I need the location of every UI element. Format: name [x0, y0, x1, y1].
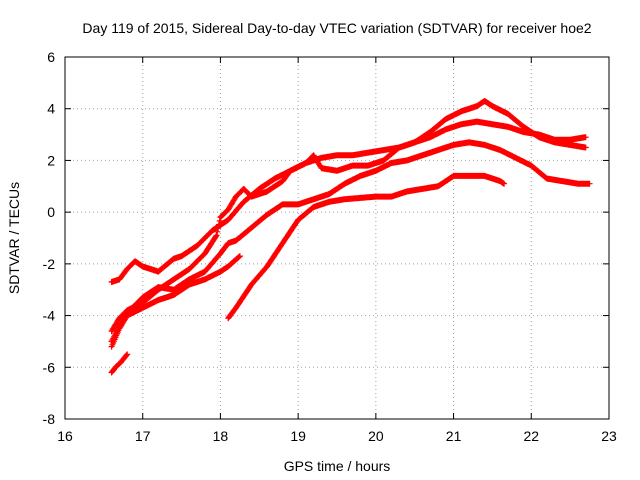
- x-tick-label: 20: [368, 428, 384, 444]
- y-tick-label: 2: [47, 152, 55, 168]
- series-track-5: [225, 172, 508, 322]
- x-tick-label: 16: [57, 428, 73, 444]
- x-tick-label: 21: [446, 428, 462, 444]
- plot-frame: [64, 56, 610, 420]
- y-axis-label: SDTVAR / TECUs: [6, 182, 22, 294]
- x-tick-label: 23: [601, 428, 617, 444]
- x-axis-label: GPS time / hours: [284, 458, 391, 474]
- x-tick-label: 22: [523, 428, 539, 444]
- y-tick-label: 6: [47, 49, 55, 65]
- series-track-6: [108, 351, 131, 376]
- series-layer: [108, 98, 593, 376]
- plus-markers: [108, 253, 243, 350]
- plus-markers: [108, 98, 589, 335]
- plus-markers: [108, 351, 131, 376]
- y-tick-label: -2: [43, 256, 56, 272]
- series-track-3: [108, 139, 593, 345]
- grid: [65, 57, 609, 419]
- y-tick-label: -6: [43, 359, 56, 375]
- plus-markers: [225, 172, 508, 322]
- series-track-2: [108, 98, 589, 335]
- y-tick-label: -8: [43, 411, 56, 427]
- plus-markers: [108, 139, 593, 345]
- y-tick-label: 0: [47, 204, 55, 220]
- x-tick-label: 17: [135, 428, 151, 444]
- chart-title: Day 119 of 2015, Sidereal Day-to-day VTE…: [82, 20, 591, 36]
- x-tick-label: 18: [213, 428, 229, 444]
- axis-ticks: [64, 56, 610, 420]
- series-track-4: [108, 253, 243, 350]
- x-tick-label: 19: [290, 428, 306, 444]
- y-tick-label: -4: [43, 308, 56, 324]
- y-tick-label: 4: [47, 101, 55, 117]
